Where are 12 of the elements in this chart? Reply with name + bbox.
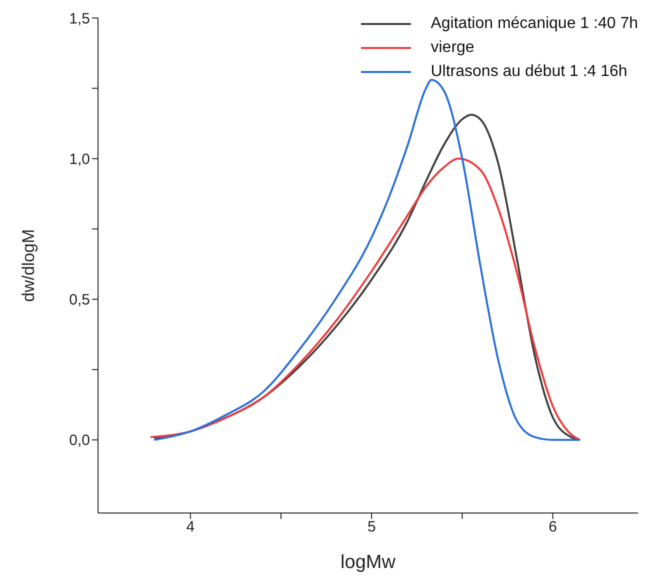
- legend-label: Ultrasons au début 1 :4 16h: [430, 62, 628, 82]
- y-tick-label: 0,0: [69, 432, 90, 450]
- x-axis-title: logMw: [340, 552, 396, 573]
- legend-label: Agitation mécanique 1 :40 7h: [430, 14, 638, 34]
- y-tick-label: 0,5: [69, 292, 90, 309]
- y-tick-label: 1,0: [69, 150, 90, 168]
- legend-label: vierge: [430, 38, 474, 58]
- y-tick-label: 1,5: [69, 10, 90, 28]
- x-tick-label: 6: [548, 518, 558, 536]
- x-tick-label: 5: [367, 518, 376, 536]
- y-axis-title: dw/dlogM: [19, 229, 38, 302]
- x-tick-label: 4: [186, 518, 195, 536]
